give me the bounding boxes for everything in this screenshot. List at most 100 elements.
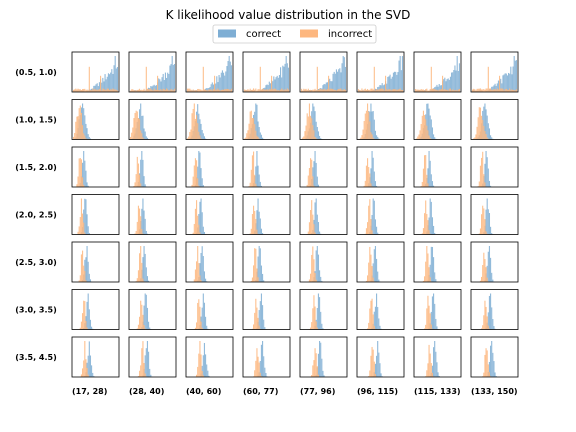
panel-frame [128,99,177,140]
bar-incorrect [328,75,330,92]
bar-incorrect [363,89,365,92]
bar-correct [437,86,439,92]
bar-incorrect [135,174,137,187]
bar-incorrect [188,88,190,92]
bar-correct [145,267,147,282]
histogram-panel [71,99,120,140]
bar-correct [378,138,380,140]
bar-incorrect [427,183,429,187]
bar-incorrect [254,174,256,187]
bar-incorrect [422,89,425,92]
bar-incorrect [417,136,419,140]
bar-correct [217,82,219,92]
bar-correct [490,185,492,187]
bar-correct [458,63,461,92]
bar-correct [199,201,201,235]
bar-incorrect [269,89,272,92]
bar-incorrect [257,356,259,377]
bar-correct [313,161,315,187]
bar-correct [200,252,202,282]
bar-correct [430,201,432,235]
bar-incorrect [485,306,487,330]
bar-correct [444,77,446,92]
bar-incorrect [307,231,309,235]
bar-incorrect [196,261,198,282]
bar-incorrect [192,89,194,92]
bar-correct [501,83,503,92]
bar-correct [488,246,491,282]
bar-incorrect [197,246,199,282]
bar-incorrect [334,89,336,92]
bar-incorrect [374,90,377,92]
bar-correct [163,79,165,92]
bar-correct [221,70,224,92]
bar-incorrect [116,90,119,92]
bar-incorrect [399,88,401,92]
bar-incorrect [250,169,252,187]
bar-incorrect [368,89,370,92]
bar-correct [453,70,455,92]
histogram-panel [242,289,291,330]
bar-correct [86,301,88,330]
bar-correct [500,78,502,92]
bar-incorrect [373,66,375,92]
bar-incorrect [273,88,275,92]
bar-correct [435,279,437,282]
bar-incorrect [330,88,332,92]
bar-incorrect [337,89,339,92]
bar-incorrect [486,137,488,140]
bar-correct [383,84,386,92]
bar-incorrect [483,315,485,330]
bar-correct [219,77,221,92]
bar-correct [333,71,335,92]
bar-incorrect [481,276,483,282]
bar-correct [205,138,207,140]
bar-incorrect [484,131,486,140]
bar-correct [257,165,259,187]
bar-incorrect [304,131,306,140]
bar-correct [205,316,207,330]
histogram-panel [413,241,462,283]
bar-correct [143,176,145,187]
histogram-panel [71,241,120,283]
bar-incorrect [107,88,110,92]
bar-incorrect [313,89,315,92]
bar-incorrect [272,89,274,92]
bar-correct [316,214,318,235]
bar-incorrect [478,88,480,92]
bar-correct [339,68,341,92]
bar-incorrect [388,89,390,92]
bar-incorrect [199,232,201,235]
bar-incorrect [362,90,364,92]
bar-incorrect [397,89,399,92]
bar-correct [171,56,173,92]
bar-correct [95,84,97,92]
bar-correct [141,151,143,187]
histogram-panel [185,241,234,283]
histogram-panel [128,336,177,378]
column-label: (96, 115) [357,387,398,396]
bar-incorrect [217,88,219,92]
bar-incorrect [83,184,85,187]
bar-incorrect [367,222,369,235]
bar-correct [430,119,432,140]
bar-incorrect [136,328,138,330]
bar-incorrect [189,88,191,92]
bar-correct [485,209,487,235]
bar-incorrect [427,90,429,92]
bar-correct [200,123,202,140]
bar-correct [319,231,321,235]
bar-incorrect [365,228,368,235]
bar-incorrect [84,232,86,235]
bar-incorrect [255,218,257,235]
bar-correct [488,180,491,187]
bar-correct [197,166,199,187]
bar-incorrect [504,89,506,92]
histogram-panel [356,336,405,378]
bar-correct [457,70,459,92]
bar-correct [198,113,200,140]
bar-incorrect [390,90,392,92]
histogram-panel [242,194,291,235]
bar-incorrect [141,262,143,282]
bar-incorrect [483,208,485,235]
